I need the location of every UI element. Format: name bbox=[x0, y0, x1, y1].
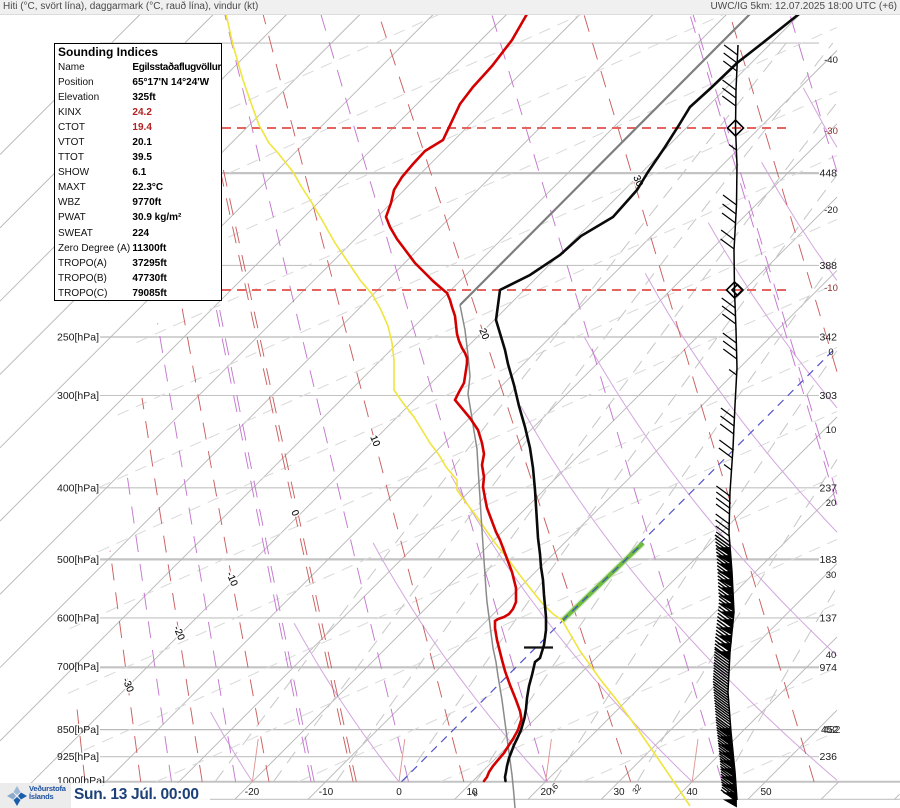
svg-text:388: 388 bbox=[820, 260, 838, 272]
svg-text:40: 40 bbox=[686, 787, 698, 798]
svg-text:-40: -40 bbox=[824, 55, 838, 66]
svg-text:448: 448 bbox=[820, 168, 838, 180]
svg-text:300[hPa]: 300[hPa] bbox=[57, 390, 99, 402]
svg-text:700[hPa]: 700[hPa] bbox=[57, 661, 99, 673]
svg-text:30: 30 bbox=[613, 787, 625, 798]
svg-text:482: 482 bbox=[823, 724, 841, 736]
svg-text:400[hPa]: 400[hPa] bbox=[57, 482, 99, 494]
svg-text:-20: -20 bbox=[171, 624, 187, 642]
svg-text:500[hPa]: 500[hPa] bbox=[57, 554, 99, 566]
svg-text:600[hPa]: 600[hPa] bbox=[57, 612, 99, 624]
svg-text:-30: -30 bbox=[824, 126, 838, 137]
svg-text:-20: -20 bbox=[824, 205, 838, 216]
svg-text:236: 236 bbox=[820, 751, 838, 763]
svg-text:-30: -30 bbox=[120, 676, 136, 694]
svg-text:0: 0 bbox=[828, 347, 833, 358]
svg-text:452: 452 bbox=[821, 724, 839, 736]
svg-text:250[hPa]: 250[hPa] bbox=[57, 332, 99, 344]
svg-text:-10: -10 bbox=[224, 570, 240, 588]
svg-text:10: 10 bbox=[367, 434, 382, 449]
svg-text:40: 40 bbox=[826, 650, 837, 661]
svg-text:-20: -20 bbox=[245, 787, 260, 798]
svg-text:20: 20 bbox=[476, 327, 491, 342]
svg-text:20: 20 bbox=[540, 787, 552, 798]
svg-text:0: 0 bbox=[288, 508, 300, 518]
svg-text:50: 50 bbox=[760, 787, 772, 798]
svg-text:974: 974 bbox=[820, 662, 838, 674]
svg-text:850[hPa]: 850[hPa] bbox=[57, 724, 99, 736]
svg-text:342: 342 bbox=[820, 332, 838, 344]
svg-text:10: 10 bbox=[466, 787, 478, 798]
svg-text:303: 303 bbox=[820, 390, 838, 402]
svg-text:0: 0 bbox=[396, 787, 402, 798]
svg-text:-10: -10 bbox=[824, 283, 838, 294]
svg-text:10: 10 bbox=[826, 425, 837, 436]
svg-text:30: 30 bbox=[826, 570, 837, 581]
svg-text:-10: -10 bbox=[319, 787, 334, 798]
svg-text:20: 20 bbox=[826, 498, 837, 509]
svg-text:8: 8 bbox=[469, 788, 480, 798]
svg-text:237: 237 bbox=[820, 482, 838, 494]
svg-text:183: 183 bbox=[820, 554, 838, 566]
svg-text:925[hPa]: 925[hPa] bbox=[57, 751, 99, 763]
svg-text:137: 137 bbox=[820, 612, 838, 624]
